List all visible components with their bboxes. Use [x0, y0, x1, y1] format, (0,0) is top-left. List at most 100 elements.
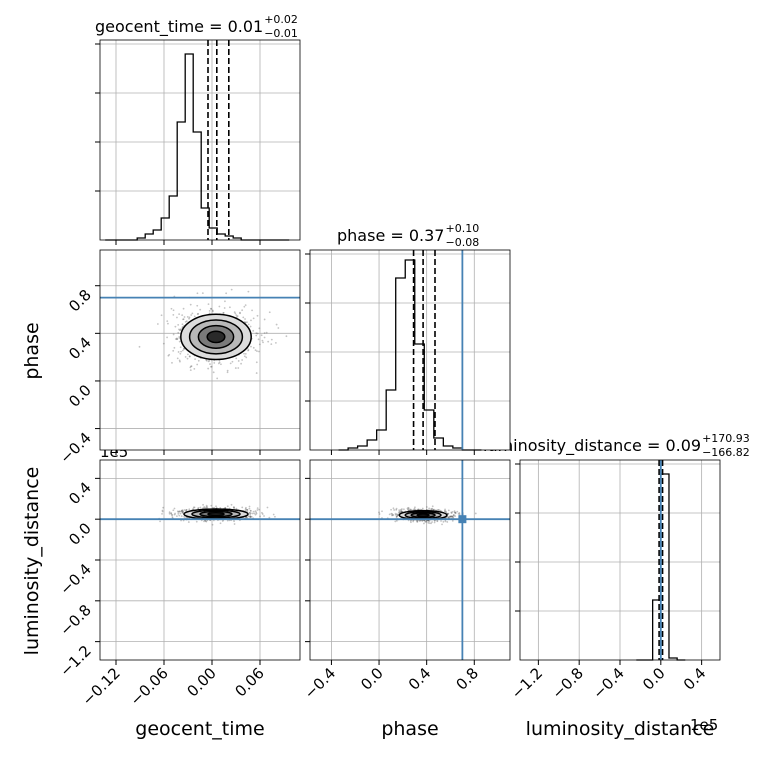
density-contour — [207, 512, 225, 517]
sample-point — [447, 516, 449, 518]
sample-point — [249, 510, 252, 512]
sample-point — [242, 316, 245, 319]
sample-point — [265, 331, 268, 334]
sample-point — [208, 359, 211, 362]
sample-point — [255, 372, 258, 374]
sample-point — [170, 512, 173, 514]
sample-point — [203, 506, 206, 508]
sample-point — [190, 365, 193, 368]
sample-point — [230, 503, 233, 506]
sample-point — [398, 511, 401, 514]
sample-point — [180, 510, 183, 513]
xtick-label-geocent-time: 0.06 — [231, 664, 267, 700]
sample-point — [176, 316, 178, 319]
ytick-label-luminosity-distance: −0.4 — [56, 560, 94, 598]
sample-point — [245, 508, 248, 511]
ytick-label-phase: 0.0 — [65, 381, 95, 411]
sample-point — [444, 508, 446, 511]
sample-point — [437, 509, 440, 511]
sample-point — [456, 510, 459, 513]
sample-point — [396, 515, 399, 518]
sample-point — [196, 363, 199, 366]
sample-point — [254, 513, 257, 516]
sample-point — [395, 519, 398, 522]
panel-frame — [99, 249, 301, 451]
sample-point — [453, 511, 456, 514]
sample-point — [196, 313, 199, 315]
sample-point — [176, 357, 179, 360]
xlabel-luminosity-distance: luminosity_distance — [526, 718, 715, 740]
sample-point — [447, 512, 450, 515]
xtick-label-phase: 0.0 — [357, 664, 387, 694]
ytick-label-phase: 0.8 — [65, 286, 95, 316]
sample-point — [433, 508, 436, 511]
sample-point — [436, 520, 439, 523]
sample-point — [241, 359, 244, 361]
sample-point — [196, 292, 199, 295]
sample-point — [178, 337, 181, 340]
sample-point — [207, 360, 210, 363]
sample-point — [220, 363, 222, 366]
sample-point — [235, 357, 238, 360]
sample-point — [436, 519, 439, 522]
sample-point — [454, 512, 457, 515]
sample-point — [233, 520, 235, 523]
sample-point — [258, 327, 261, 330]
sample-point — [176, 338, 179, 340]
sample-point — [182, 510, 184, 513]
sample-point — [252, 329, 255, 332]
sample-point — [388, 513, 391, 516]
sample-point — [427, 521, 430, 524]
sample-point — [391, 514, 394, 517]
sample-point — [395, 516, 398, 518]
sample-point — [181, 511, 184, 514]
sample-point — [256, 332, 259, 335]
sample-point — [413, 507, 416, 510]
sample-point — [174, 338, 177, 340]
sample-point — [427, 519, 430, 522]
sample-point — [256, 507, 259, 510]
sample-point — [195, 520, 198, 523]
sample-point — [241, 506, 244, 509]
sample-point — [168, 512, 171, 515]
sample-point — [255, 361, 258, 364]
sample-point — [192, 508, 194, 511]
sample-point — [218, 361, 221, 364]
sample-point — [248, 507, 251, 510]
sample-point — [190, 365, 192, 368]
title-luminosity-distance-sub: −166.82 — [702, 446, 750, 459]
sample-point — [393, 509, 396, 511]
sample-point — [243, 352, 245, 355]
sample-point — [211, 523, 214, 526]
sample-point — [180, 509, 183, 512]
sample-point — [431, 505, 434, 508]
sample-point — [182, 511, 184, 513]
sample-point — [177, 331, 180, 334]
sample-point — [428, 507, 431, 510]
sample-point — [450, 515, 453, 518]
sample-point — [451, 519, 454, 522]
sample-point — [172, 349, 175, 352]
sample-point — [243, 355, 246, 358]
hist-panel-geocent-time — [95, 39, 301, 241]
sample-point — [447, 516, 450, 519]
sample-point — [246, 321, 248, 324]
sample-point — [261, 339, 264, 342]
sample-point — [268, 311, 271, 314]
sample-point — [474, 512, 477, 515]
sample-point — [178, 328, 180, 331]
title-phase-main: phase = 0.37 — [337, 226, 444, 245]
sample-point — [396, 513, 398, 516]
sample-point — [226, 371, 229, 374]
title-geocent-time: geocent_time = 0.01 +0.02 −0.01 — [95, 13, 298, 40]
sample-point — [255, 334, 258, 337]
sample-point — [237, 367, 240, 369]
sample-point — [212, 371, 215, 374]
sample-point — [197, 507, 200, 510]
sample-point — [177, 512, 180, 515]
sample-point — [161, 509, 164, 512]
sample-point — [248, 505, 251, 508]
sample-point — [161, 510, 164, 513]
sample-point — [390, 508, 392, 511]
